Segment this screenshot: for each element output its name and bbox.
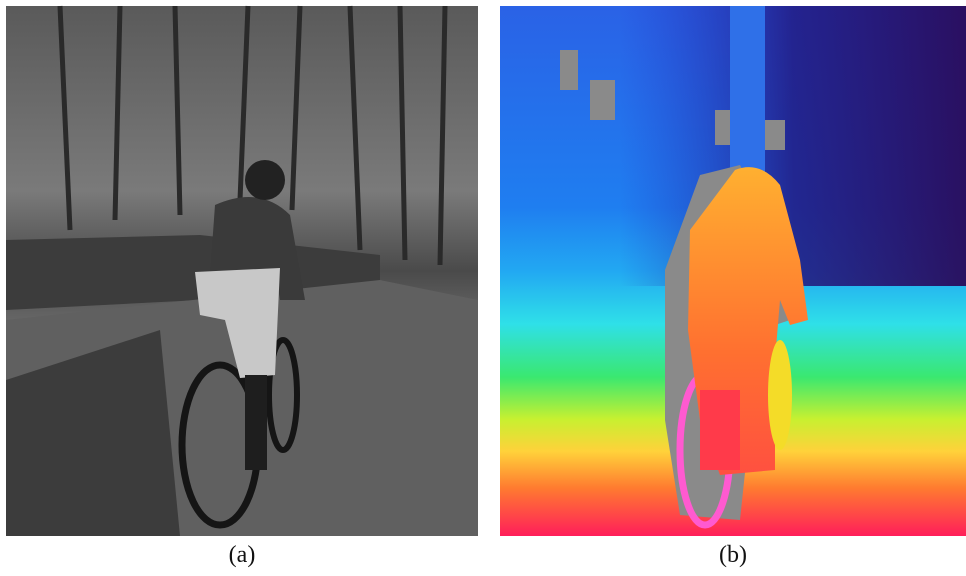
- caption: (b): [719, 542, 747, 568]
- trees: [57, 5, 448, 266]
- depth-trunk: [730, 6, 765, 196]
- invalid-pixels: [560, 50, 785, 150]
- photo-panel: [6, 5, 478, 536]
- depth-cyclist: [676, 167, 808, 529]
- cyclist: [178, 160, 305, 529]
- depth-panel: [500, 6, 966, 536]
- caption: (a): [229, 542, 256, 568]
- shadow: [6, 330, 180, 536]
